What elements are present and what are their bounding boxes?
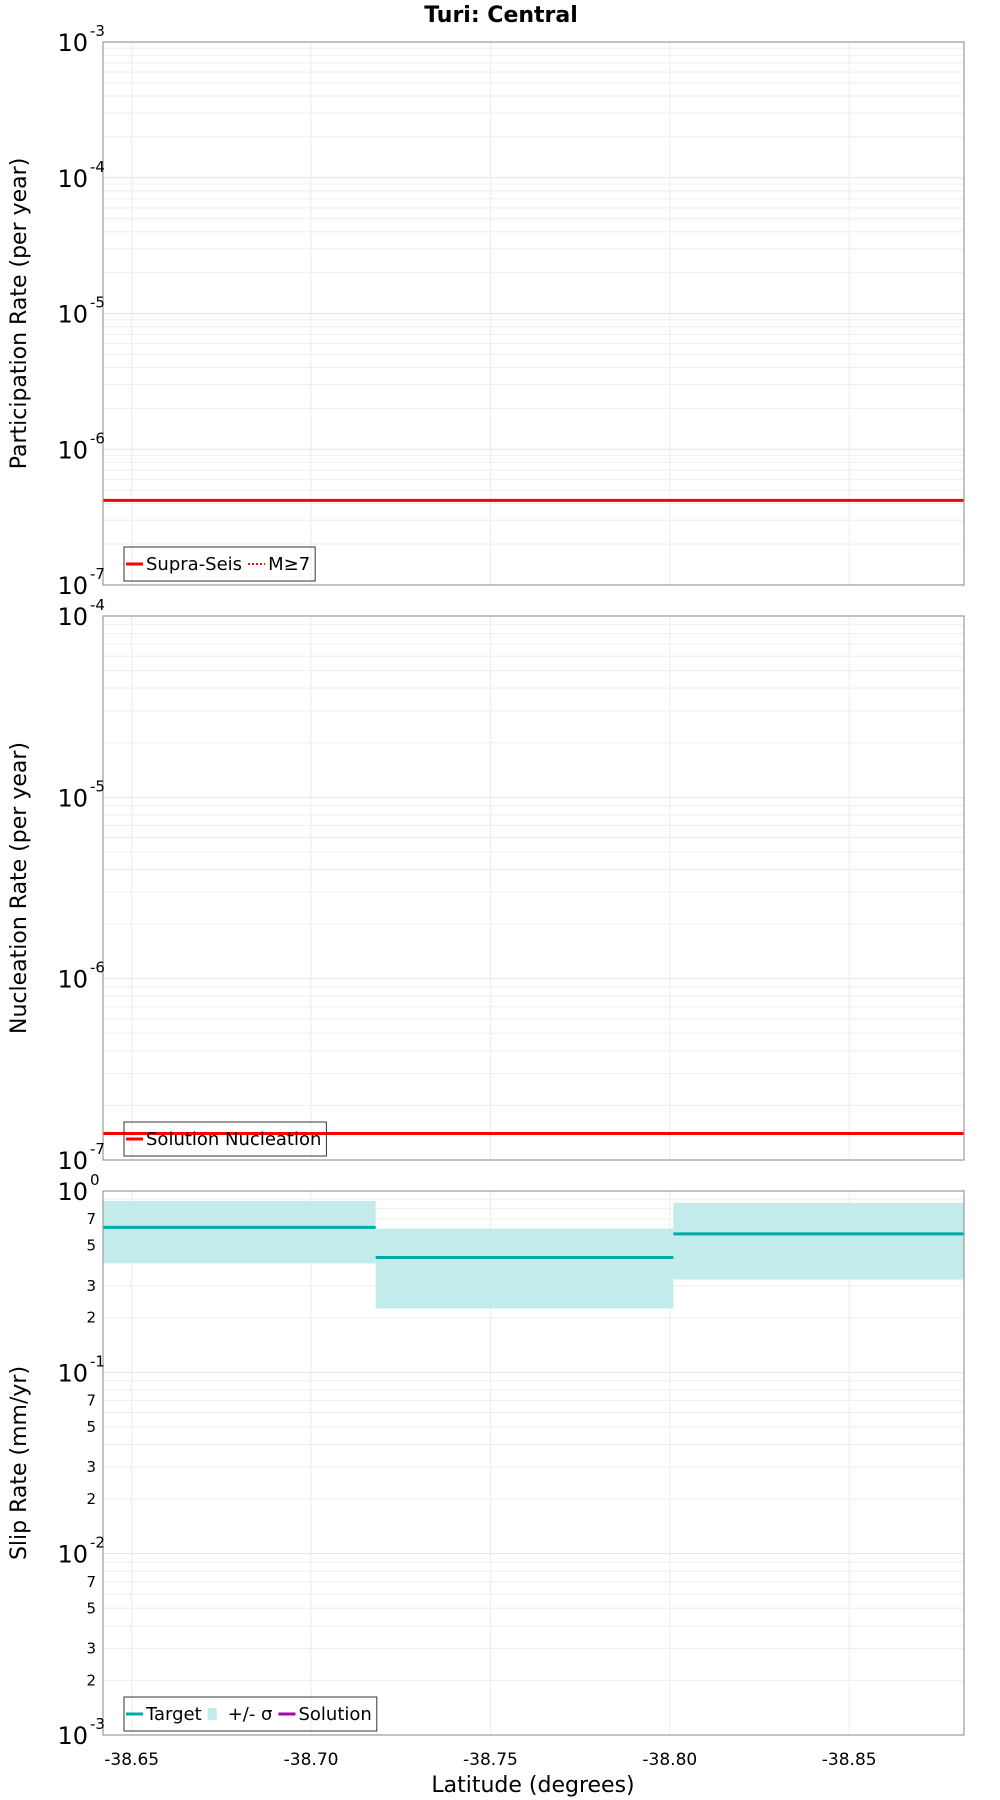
y-tick-label: 10 bbox=[57, 1147, 88, 1175]
x-tick-label: -38.70 bbox=[284, 1750, 339, 1770]
x-tick-label: -38.65 bbox=[104, 1750, 159, 1770]
y-tick-exponent: -7 bbox=[90, 565, 105, 583]
y-minor-tick-label: 2 bbox=[86, 1671, 96, 1689]
plot-frame bbox=[102, 615, 965, 1161]
y-tick-exponent: -6 bbox=[90, 959, 105, 977]
y-tick-exponent: 0 bbox=[90, 1171, 100, 1189]
y-tick-label: 10 bbox=[57, 966, 88, 994]
legend: Solution Nucleation bbox=[123, 1121, 327, 1157]
x-axis-label: Latitude (degrees) bbox=[431, 1773, 634, 1798]
x-tick-label: -38.75 bbox=[463, 1750, 518, 1770]
legend-item: +/- σ bbox=[207, 1704, 273, 1725]
legend-item: Target bbox=[126, 1704, 202, 1725]
plot-frame bbox=[102, 1190, 965, 1736]
chart-title: Turi: Central bbox=[424, 3, 578, 28]
legend-frame bbox=[123, 1121, 327, 1157]
y-tick-exponent: -4 bbox=[90, 158, 105, 176]
y-tick-label: 10 bbox=[57, 436, 88, 464]
y-tick-label: 10 bbox=[57, 1541, 88, 1569]
legend-label: Supra-Seis bbox=[146, 554, 242, 575]
legend: Supra-Seis M≥7 bbox=[123, 546, 316, 582]
legend-label: Solution Nucleation bbox=[146, 1129, 321, 1150]
y-tick-exponent: -5 bbox=[90, 294, 105, 312]
legend-item: M≥7 bbox=[248, 554, 310, 575]
y-tick-label: 10 bbox=[57, 1722, 88, 1750]
x-tick-label: -38.85 bbox=[822, 1750, 877, 1770]
legend-swatch bbox=[207, 1708, 217, 1720]
y-tick-label: 10 bbox=[57, 301, 88, 329]
y-tick-exponent: -7 bbox=[90, 1140, 105, 1158]
band-segment bbox=[375, 1228, 674, 1309]
y-minor-tick-label: 7 bbox=[86, 1210, 96, 1228]
y-tick-exponent: -2 bbox=[90, 1534, 105, 1552]
legend-label: M≥7 bbox=[268, 554, 310, 575]
y-tick-exponent: -6 bbox=[90, 429, 105, 447]
y-tick-exponent: -3 bbox=[90, 1715, 105, 1733]
y-tick-label: 10 bbox=[57, 29, 88, 57]
legend: Target +/- σ Solution bbox=[123, 1696, 378, 1732]
plot-frame bbox=[102, 41, 965, 586]
legend-item: Solution bbox=[278, 1704, 372, 1725]
y-minor-tick-label: 5 bbox=[86, 1237, 96, 1255]
y-tick-label: 10 bbox=[57, 1359, 88, 1387]
y-axis-label: Slip Rate (mm/yr) bbox=[7, 1366, 32, 1560]
band-segment bbox=[673, 1202, 964, 1280]
band-segment bbox=[103, 1201, 376, 1264]
y-minor-tick-label: 7 bbox=[86, 1573, 96, 1591]
y-tick-exponent: -5 bbox=[90, 777, 105, 795]
y-tick-label: 10 bbox=[57, 165, 88, 193]
legend-item: Solution Nucleation bbox=[126, 1129, 321, 1150]
y-minor-tick-label: 3 bbox=[86, 1639, 96, 1657]
y-axis-label: Nucleation Rate (per year) bbox=[7, 742, 32, 1034]
y-tick-label: 10 bbox=[57, 784, 88, 812]
x-tick-label: -38.80 bbox=[642, 1750, 697, 1770]
legend-frame bbox=[123, 546, 316, 582]
y-minor-tick-label: 2 bbox=[86, 1309, 96, 1327]
legend-label: Solution bbox=[298, 1704, 371, 1725]
legend-label: Target bbox=[145, 1704, 202, 1725]
legend-label: +/- σ bbox=[228, 1704, 273, 1725]
y-tick-label: 10 bbox=[57, 1178, 88, 1206]
y-tick-label: 10 bbox=[57, 603, 88, 631]
y-minor-tick-label: 3 bbox=[86, 1458, 96, 1476]
legend-frame bbox=[123, 1696, 378, 1732]
y-tick-exponent: -3 bbox=[90, 22, 105, 40]
y-axis-label: Participation Rate (per year) bbox=[7, 158, 32, 470]
y-minor-tick-label: 7 bbox=[86, 1391, 96, 1409]
y-tick-exponent: -1 bbox=[90, 1352, 105, 1370]
legend-item: Supra-Seis bbox=[126, 554, 242, 575]
y-minor-tick-label: 5 bbox=[86, 1418, 96, 1436]
y-minor-tick-label: 5 bbox=[86, 1599, 96, 1617]
y-minor-tick-label: 2 bbox=[86, 1490, 96, 1508]
y-minor-tick-label: 3 bbox=[86, 1277, 96, 1295]
y-tick-label: 10 bbox=[57, 572, 88, 600]
y-tick-exponent: -4 bbox=[90, 596, 105, 614]
